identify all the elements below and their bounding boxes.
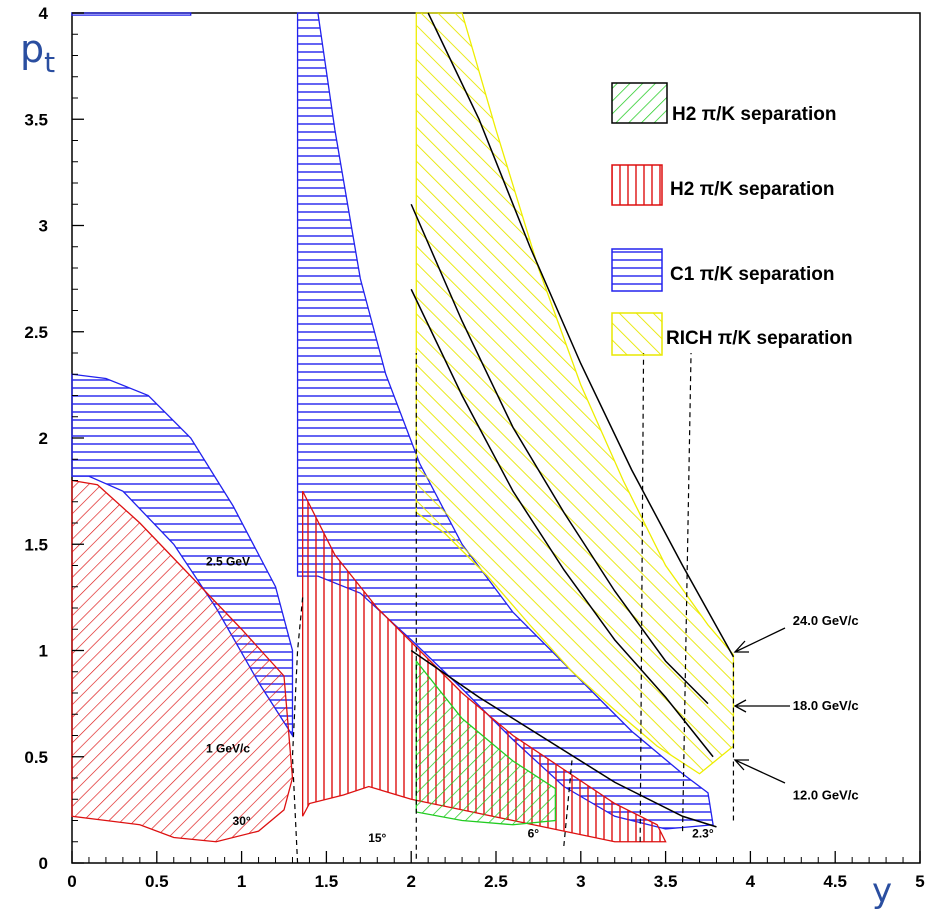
series-region — [71, 12, 192, 16]
arrow-18gev-head — [733, 699, 747, 713]
annotation-label: 2.3° — [692, 827, 714, 841]
x-tick-label: 1.5 — [315, 872, 339, 891]
legend-label: H2 π/K separation — [672, 104, 836, 125]
series-region — [71, 479, 294, 843]
momentum-line-layer — [410, 12, 735, 828]
x-tick-label: 5 — [915, 872, 924, 891]
x-tick-label: 1 — [237, 872, 246, 891]
x-tick-label: 4 — [746, 872, 756, 891]
annotation-label: 18.0 GeV/c — [793, 698, 859, 713]
legend-swatch-h2-red — [611, 164, 663, 206]
x-tick-label: 0.5 — [145, 872, 169, 891]
legend-swatch-c1-blue — [611, 248, 663, 292]
angle-line-layer — [291, 352, 735, 864]
y-axis-title: pt — [20, 27, 55, 79]
annotation-label: 2.5 GeV — [206, 555, 250, 569]
x-tick-label: 2.5 — [484, 872, 508, 891]
region-layer — [71, 12, 735, 843]
legend-label: H2 π/K separation — [670, 179, 834, 200]
y-tick-label: 0.5 — [24, 748, 48, 767]
y-axis-title-main: p — [20, 27, 44, 71]
momentum-line — [410, 649, 717, 828]
momentum-line — [410, 288, 714, 758]
x-tick-label: 4.5 — [823, 872, 847, 891]
x-axis-title: y — [872, 871, 892, 909]
y-tick-label: 4 — [39, 4, 49, 23]
legend: H2 π/K separation H2 π/K separation C1 π… — [611, 82, 853, 356]
angle-line — [639, 352, 645, 842]
x-tick-label: 3 — [576, 872, 585, 891]
annotation-label: 24.0 GeV/c — [793, 613, 859, 628]
y-tick-label: 3 — [39, 217, 48, 236]
legend-label: RICH π/K separation — [666, 328, 853, 349]
arrow-12gev — [734, 759, 786, 784]
annotation-label: 30° — [233, 814, 251, 828]
y-tick-label: 1.5 — [24, 535, 48, 554]
y-tick-label: 3.5 — [24, 110, 48, 129]
y-tick-label: 2 — [39, 429, 48, 448]
y-tick-label: 0 — [39, 854, 48, 873]
annotation-label: 12.0 GeV/c — [793, 787, 859, 802]
y-axis-title-sub: t — [44, 46, 55, 79]
annotation-label: 15° — [368, 831, 386, 845]
tick-layer: 0 0.5 1 1.5 2 2.5 3 3.5 4 4.5 5 0 0.5 1 1.5 2 2.5 3 3.5 4 — [24, 4, 924, 891]
annotation-label: 1 GeV/c — [206, 742, 250, 756]
annotation-layer: 24.0 GeV/c 18.0 GeV/c 12.0 GeV/c 1 GeV/c 2.5… — [206, 555, 859, 845]
x-tick-label: 3.5 — [654, 872, 678, 891]
arrow-24gev — [734, 627, 786, 653]
x-tick-label: 0 — [67, 872, 76, 891]
annotation-arrows — [733, 627, 790, 784]
angle-line — [563, 756, 573, 847]
annotation-label: 6° — [528, 827, 540, 841]
legend-label: C1 π/K separation — [670, 264, 834, 285]
arrow-12gev-head — [733, 759, 749, 771]
series-region — [415, 659, 557, 826]
angle-line — [681, 352, 692, 832]
momentum-line — [427, 12, 735, 658]
arrow-24gev-head — [733, 640, 749, 653]
legend-swatch-h2-green — [611, 82, 668, 124]
momentum-line — [410, 203, 709, 705]
legend-swatch-rich-yellow — [611, 312, 663, 356]
x-tick-label: 2 — [406, 872, 415, 891]
y-tick-label: 1 — [39, 642, 48, 661]
y-tick-label: 2.5 — [24, 323, 48, 342]
angle-line — [291, 597, 304, 864]
